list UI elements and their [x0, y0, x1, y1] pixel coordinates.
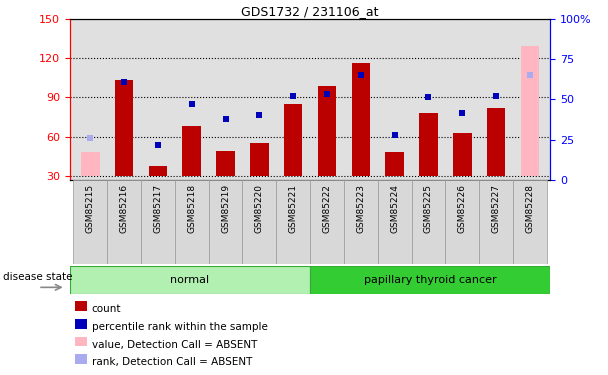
Text: disease state: disease state: [3, 273, 72, 282]
Text: GSM85220: GSM85220: [255, 184, 264, 233]
Text: count: count: [92, 304, 121, 314]
Text: papillary thyroid cancer: papillary thyroid cancer: [364, 275, 497, 285]
Bar: [318, 86, 336, 176]
Title: GDS1732 / 231106_at: GDS1732 / 231106_at: [241, 4, 379, 18]
Bar: [351, 63, 370, 176]
Bar: [182, 126, 201, 176]
Text: GSM85228: GSM85228: [525, 184, 534, 233]
Bar: [487, 108, 505, 176]
Bar: [276, 180, 310, 264]
Bar: [74, 180, 107, 264]
Text: GSM85218: GSM85218: [187, 184, 196, 233]
Bar: [216, 151, 235, 176]
Bar: [412, 180, 446, 264]
Bar: [479, 180, 513, 264]
Bar: [209, 180, 243, 264]
Text: GSM85221: GSM85221: [289, 184, 298, 233]
Bar: [453, 133, 472, 176]
Bar: [107, 180, 141, 264]
Text: GSM85223: GSM85223: [356, 184, 365, 233]
Text: normal: normal: [170, 275, 210, 285]
Text: GSM85225: GSM85225: [424, 184, 433, 233]
Bar: [115, 80, 133, 176]
Text: GSM85216: GSM85216: [120, 184, 128, 233]
Bar: [75, 336, 87, 346]
Text: GSM85222: GSM85222: [322, 184, 331, 233]
Bar: [70, 266, 310, 294]
Bar: [513, 180, 547, 264]
Bar: [141, 180, 174, 264]
Text: GSM85226: GSM85226: [458, 184, 467, 233]
Bar: [148, 166, 167, 176]
Text: value, Detection Call = ABSENT: value, Detection Call = ABSENT: [92, 339, 257, 350]
Text: percentile rank within the sample: percentile rank within the sample: [92, 322, 268, 332]
Bar: [520, 46, 539, 176]
Bar: [446, 180, 479, 264]
Text: GSM85217: GSM85217: [153, 184, 162, 233]
Bar: [81, 153, 100, 176]
Text: rank, Detection Call = ABSENT: rank, Detection Call = ABSENT: [92, 357, 252, 368]
Bar: [344, 180, 378, 264]
Bar: [75, 319, 87, 328]
Bar: [284, 104, 302, 176]
Text: GSM85227: GSM85227: [492, 184, 500, 233]
Bar: [310, 266, 550, 294]
Bar: [310, 180, 344, 264]
Bar: [75, 354, 87, 364]
Text: GSM85215: GSM85215: [86, 184, 95, 233]
Text: GSM85219: GSM85219: [221, 184, 230, 233]
Text: GSM85224: GSM85224: [390, 184, 399, 233]
Bar: [250, 143, 269, 176]
Bar: [174, 180, 209, 264]
Bar: [378, 180, 412, 264]
Bar: [419, 113, 438, 176]
Bar: [385, 153, 404, 176]
Bar: [75, 301, 87, 310]
Bar: [243, 180, 276, 264]
